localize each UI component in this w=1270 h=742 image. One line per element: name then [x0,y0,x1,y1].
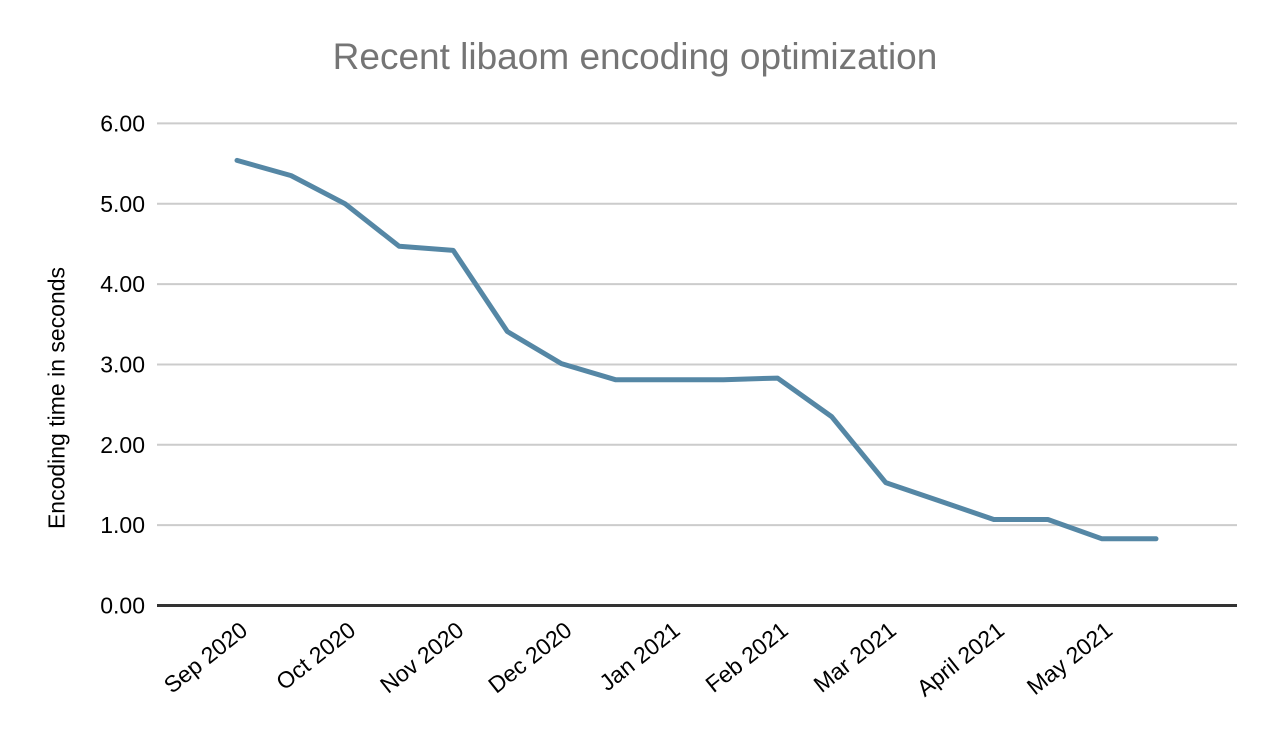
y-tick-label: 1.00 [100,512,145,538]
y-tick-label: 4.00 [100,271,145,297]
y-tick-label: 2.00 [100,432,145,458]
chart-title: Recent libaom encoding optimization [332,36,938,77]
y-tick-label: 3.00 [100,351,145,377]
x-tick-label: Nov 2020 [375,617,468,699]
y-axis-title: Encoding time in seconds [43,266,70,530]
x-tick-label: Jan 2021 [594,617,684,696]
x-tick-label: Oct 2020 [271,617,360,695]
x-tick-label: Dec 2020 [483,617,576,699]
y-tick-label: 6.00 [100,110,145,136]
series-line [234,157,1159,542]
y-tick-label: 0.00 [100,593,145,619]
y-tick-label: 5.00 [100,191,145,217]
x-tick-label: Feb 2021 [700,617,792,698]
x-tick-label: Mar 2021 [809,617,901,698]
x-tick-label: May 2021 [1022,617,1117,700]
x-tick-label: April 2021 [912,617,1009,702]
x-tick-label: Sep 2020 [159,617,252,699]
